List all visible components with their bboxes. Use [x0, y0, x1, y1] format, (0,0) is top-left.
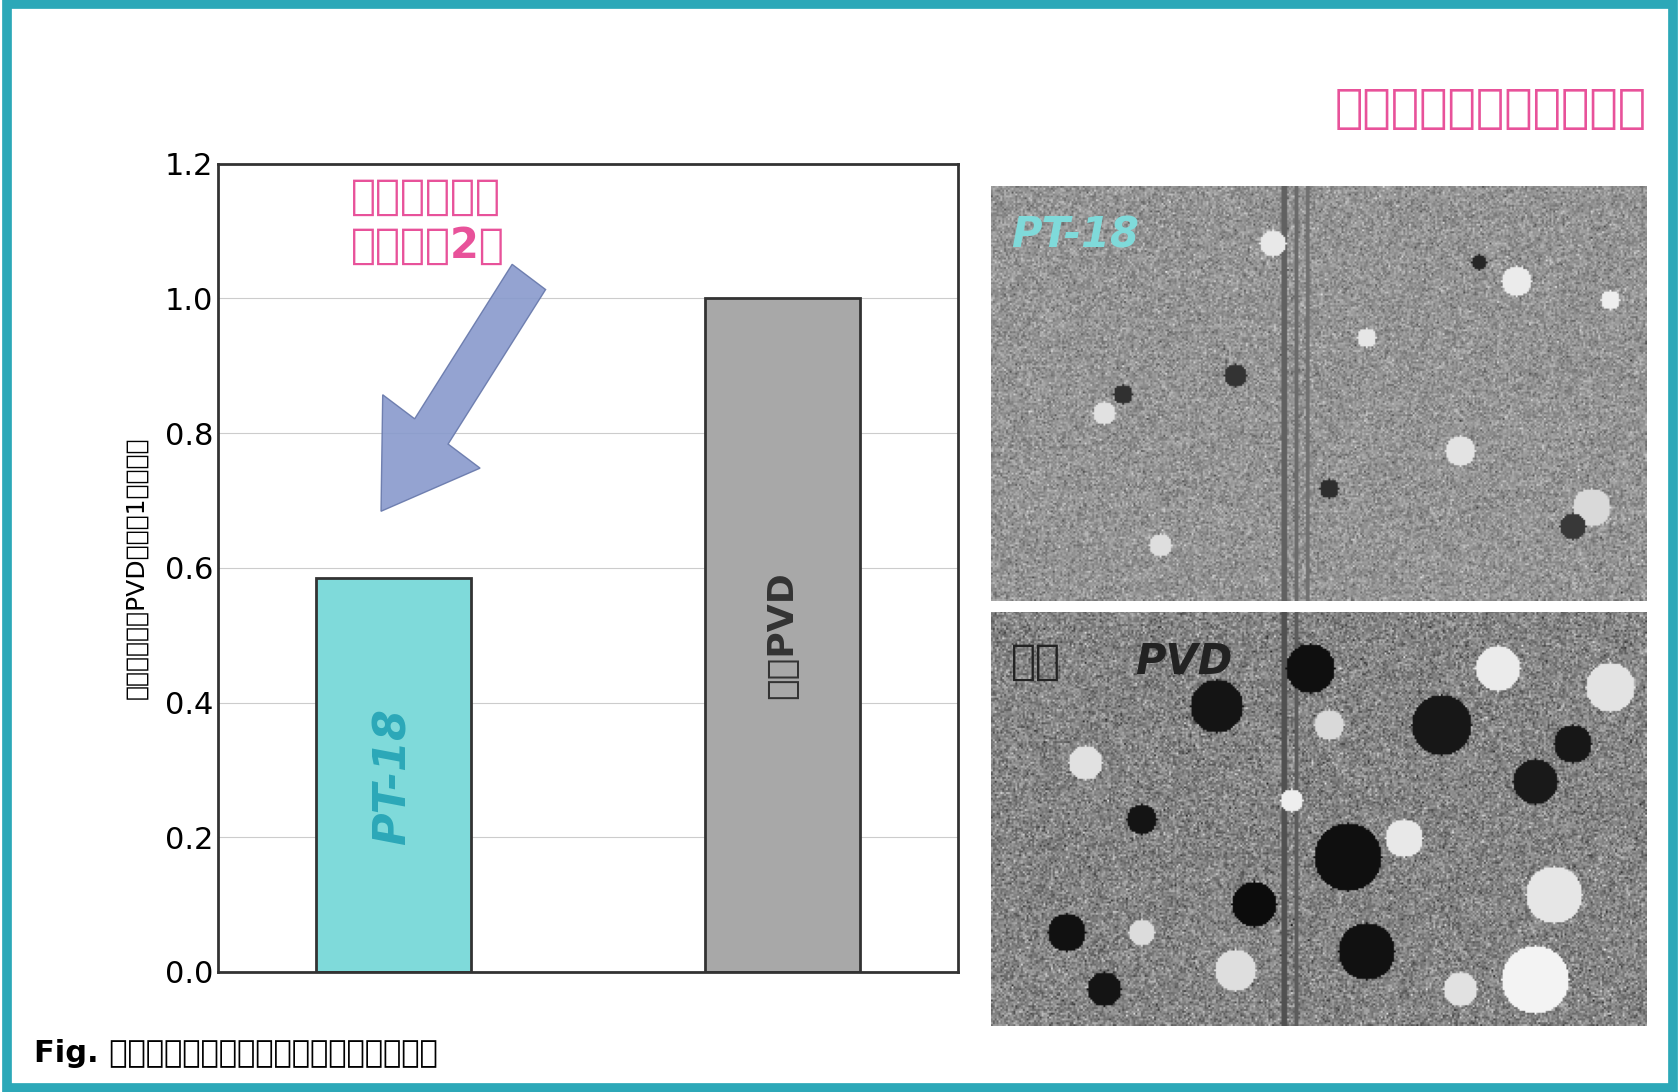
Bar — [704, 298, 860, 972]
Text: PVD: PVD — [1136, 641, 1233, 682]
Text: PT-18: PT-18 — [371, 708, 415, 845]
Text: 運転後もクリアな摺動面: 運転後もクリアな摺動面 — [1334, 86, 1646, 132]
Text: 高い耐摩耗性
従来比約2倍: 高い耐摩耗性 従来比約2倍 — [351, 176, 506, 266]
Text: Fig. 実機耐久後被膜摩耗比および摺動面状況: Fig. 実機耐久後被膜摩耗比および摺動面状況 — [34, 1040, 437, 1068]
Text: （新規）PT-18: （新規）PT-18 — [689, 27, 991, 82]
Polygon shape — [381, 264, 546, 511]
Text: 従来PVD: 従来PVD — [766, 571, 800, 699]
Y-axis label: 摩耗比（従来PVD被膜＝1とする）: 摩耗比（従来PVD被膜＝1とする） — [124, 437, 148, 699]
Bar — [316, 578, 472, 972]
Text: PT-18: PT-18 — [1011, 215, 1139, 257]
Text: 従来: 従来 — [1011, 641, 1060, 682]
